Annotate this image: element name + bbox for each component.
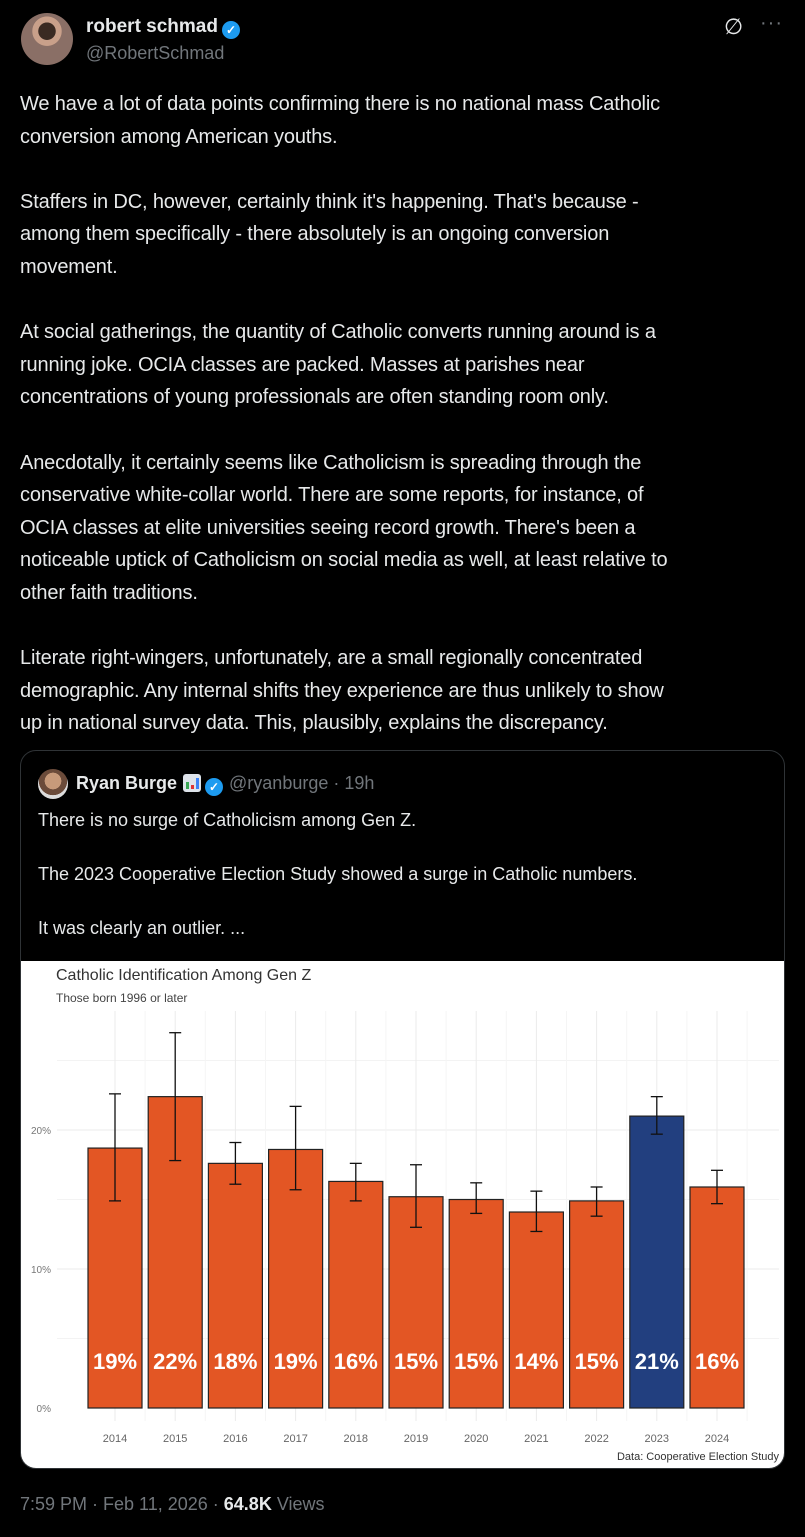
y-tick-label: 10% [31,1265,51,1276]
bar-2024 [689,1186,745,1409]
paragraph: It was clearly an outlier. ... [38,918,246,938]
paragraph: Literate right-wingers, unfortunately, a… [20,647,664,735]
quote-author-name: Ryan Burge [76,773,178,793]
x-tick-label: 2014 [103,1433,127,1445]
x-tick-label: 2018 [344,1433,368,1445]
y-tick-label: 0% [37,1404,52,1415]
bar-2020 [448,1198,504,1409]
x-tick-label: 2016 [223,1433,247,1445]
author-name[interactable]: robert schmad [86,16,218,37]
paragraph: At social gatherings, the quantity of Ca… [20,321,656,409]
x-tick-label: 2023 [645,1433,669,1445]
chart-caption: Data: Cooperative Election Study [617,1451,780,1463]
chart-title: Catholic Identification Among Gen Z [56,967,311,984]
data-label: 21% [635,1349,679,1374]
data-label: 15% [454,1349,498,1374]
bar-chart: 0% 10% 20% 19% 2014 22% 2015 18% 2016 19% 2017 16% 2… [31,967,780,1463]
data-label: 15% [575,1349,619,1374]
chart-subtitle: Those born 1996 or later [56,991,187,1005]
tweet-meta: 7:59 PM · Feb 11, 2026 · 64.8K Views [20,1494,325,1515]
bar-2016 [207,1162,263,1409]
view-count: 64.8K [223,1494,272,1514]
data-label: 18% [213,1349,257,1374]
verified-badge-icon: ✓ [221,21,240,39]
bar-2022 [568,1200,625,1409]
grok-icon[interactable]: ∅ [724,14,744,39]
x-tick-label: 2017 [283,1433,307,1445]
bar-chart-emoji-icon [183,774,202,792]
bar-2017 [268,1148,324,1409]
paragraph: The 2023 Cooperative Election Study show… [38,864,638,884]
bar-2018 [328,1180,384,1409]
author-handle[interactable]: @RobertSchmad [86,43,225,63]
tweet-text: We have a lot of data points confirming … [20,88,795,772]
quote-avatar [38,769,68,799]
paragraph: We have a lot of data points confirming … [20,93,660,148]
data-label: 19% [93,1349,137,1374]
chart-image: 0% 10% 20% 19% 2014 22% 2015 18% 2016 19% 2017 16% 2… [21,961,784,1468]
data-label: 19% [274,1349,318,1374]
paragraph: Anecdotally, it certainly seems like Cat… [20,451,668,604]
bar-2019 [388,1196,444,1409]
x-tick-label: 2020 [464,1433,488,1445]
paragraph: Staffers in DC, however, certainly think… [20,190,639,278]
author-name-row[interactable]: robert schmad ✓ [86,16,240,39]
x-tick-label: 2022 [584,1433,608,1445]
author-avatar[interactable] [21,13,73,65]
data-label: 16% [334,1349,378,1374]
x-tick-label: 2019 [404,1433,428,1445]
verified-badge-icon: ✓ [205,778,224,796]
paragraph: There is no surge of Catholicism among G… [38,810,417,830]
data-label: 22% [153,1349,197,1374]
x-tick-label: 2021 [524,1433,548,1445]
y-tick-label: 20% [31,1126,51,1137]
quoted-tweet[interactable]: Ryan Burge ✓ @ryanburge · 19h There is no … [20,750,785,1469]
data-label: 15% [394,1349,438,1374]
quote-time: · 19h [333,773,375,793]
timestamp[interactable]: 7:59 PM · Feb 11, 2026 · [20,1494,224,1514]
data-label: 14% [514,1349,558,1374]
bar-2021 [508,1211,564,1409]
more-icon[interactable]: ··· [760,12,783,34]
quote-handle: @ryanburge [229,773,329,793]
views-label: Views [271,1494,325,1514]
quote-text: There is no surge of Catholicism among G… [38,807,637,969]
quote-header: Ryan Burge ✓ @ryanburge · 19h [76,773,374,796]
bar-2023 [629,1115,685,1409]
data-label: 16% [695,1349,739,1374]
x-tick-label: 2024 [705,1433,729,1445]
x-tick-label: 2015 [163,1433,187,1445]
